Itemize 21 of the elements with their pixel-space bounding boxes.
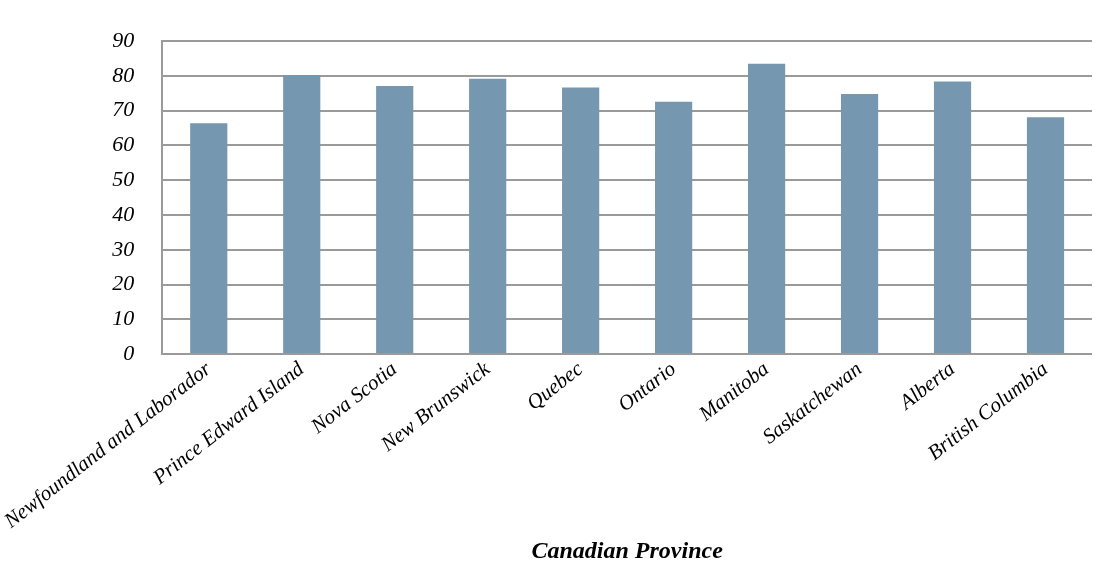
y-tick-label: 0 — [123, 339, 135, 365]
bar — [190, 123, 228, 354]
y-tick-label: 60 — [112, 131, 135, 157]
y-tick-label: 80 — [112, 61, 135, 87]
bar — [469, 78, 507, 354]
y-tick-label: 70 — [112, 96, 135, 122]
y-tick-label: 40 — [112, 200, 135, 226]
bar — [933, 81, 972, 354]
y-tick-label: 90 — [112, 26, 135, 52]
y-tick-label: 20 — [112, 270, 135, 296]
bar — [376, 86, 414, 354]
y-tick-label: 10 — [112, 305, 135, 331]
y-tick-label: 30 — [111, 235, 135, 261]
bar — [562, 87, 600, 354]
bar — [748, 63, 786, 354]
y-tick-label: 50 — [112, 166, 135, 192]
bar — [283, 74, 321, 354]
bar — [655, 101, 693, 354]
x-axis-title: Canadian Province — [531, 536, 724, 563]
bar — [1026, 117, 1065, 354]
bar — [840, 94, 879, 354]
